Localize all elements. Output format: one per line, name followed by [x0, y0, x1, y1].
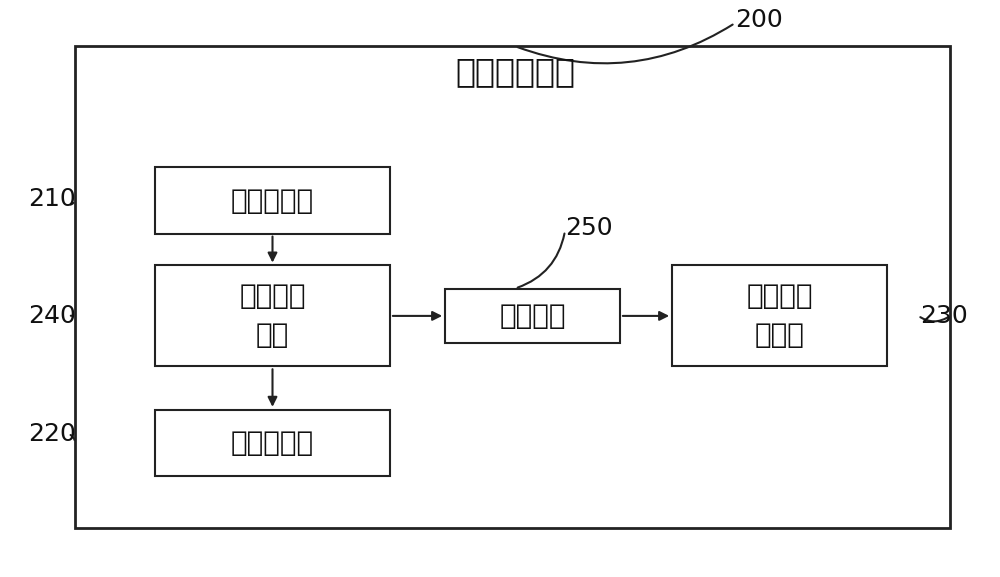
Text: 发动机监
测模块: 发动机监 测模块 — [746, 282, 813, 350]
Text: 220: 220 — [28, 422, 76, 446]
Text: 压力传感器: 压力传感器 — [231, 429, 314, 457]
FancyBboxPatch shape — [155, 167, 390, 234]
Text: 210: 210 — [28, 187, 76, 211]
Text: 200: 200 — [735, 8, 783, 32]
FancyBboxPatch shape — [445, 288, 620, 343]
FancyBboxPatch shape — [155, 265, 390, 366]
Text: 250: 250 — [565, 216, 613, 240]
FancyBboxPatch shape — [672, 265, 887, 366]
Text: 主控制器: 主控制器 — [499, 302, 566, 330]
FancyBboxPatch shape — [155, 410, 390, 476]
Text: 数据采集
模块: 数据采集 模块 — [239, 282, 306, 350]
Text: 能效检测系统: 能效检测系统 — [455, 55, 575, 89]
Text: 230: 230 — [920, 304, 968, 328]
Text: 240: 240 — [28, 304, 76, 328]
Text: 姿态传感器: 姿态传感器 — [231, 186, 314, 215]
FancyBboxPatch shape — [75, 46, 950, 528]
